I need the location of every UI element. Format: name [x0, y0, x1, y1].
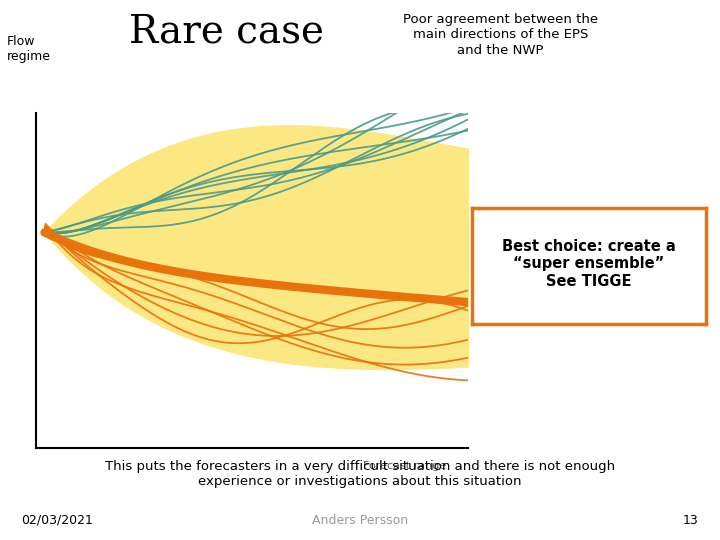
- Text: Poor agreement between the
main directions of the EPS
and the NWP: Poor agreement between the main directio…: [402, 14, 598, 57]
- Text: Flow
regime: Flow regime: [7, 35, 51, 63]
- Text: 02/03/2021: 02/03/2021: [22, 514, 94, 526]
- Text: 13: 13: [683, 514, 698, 526]
- Text: Anders Persson: Anders Persson: [312, 514, 408, 526]
- Text: Best choice: create a
“super ensemble”
See TIGGE: Best choice: create a “super ensemble” S…: [502, 239, 675, 288]
- Text: This puts the forecasters in a very difficult situation and there is not enough
: This puts the forecasters in a very diff…: [105, 460, 615, 488]
- Text: Rare case: Rare case: [130, 14, 324, 51]
- Text: Forecast range: Forecast range: [363, 461, 446, 470]
